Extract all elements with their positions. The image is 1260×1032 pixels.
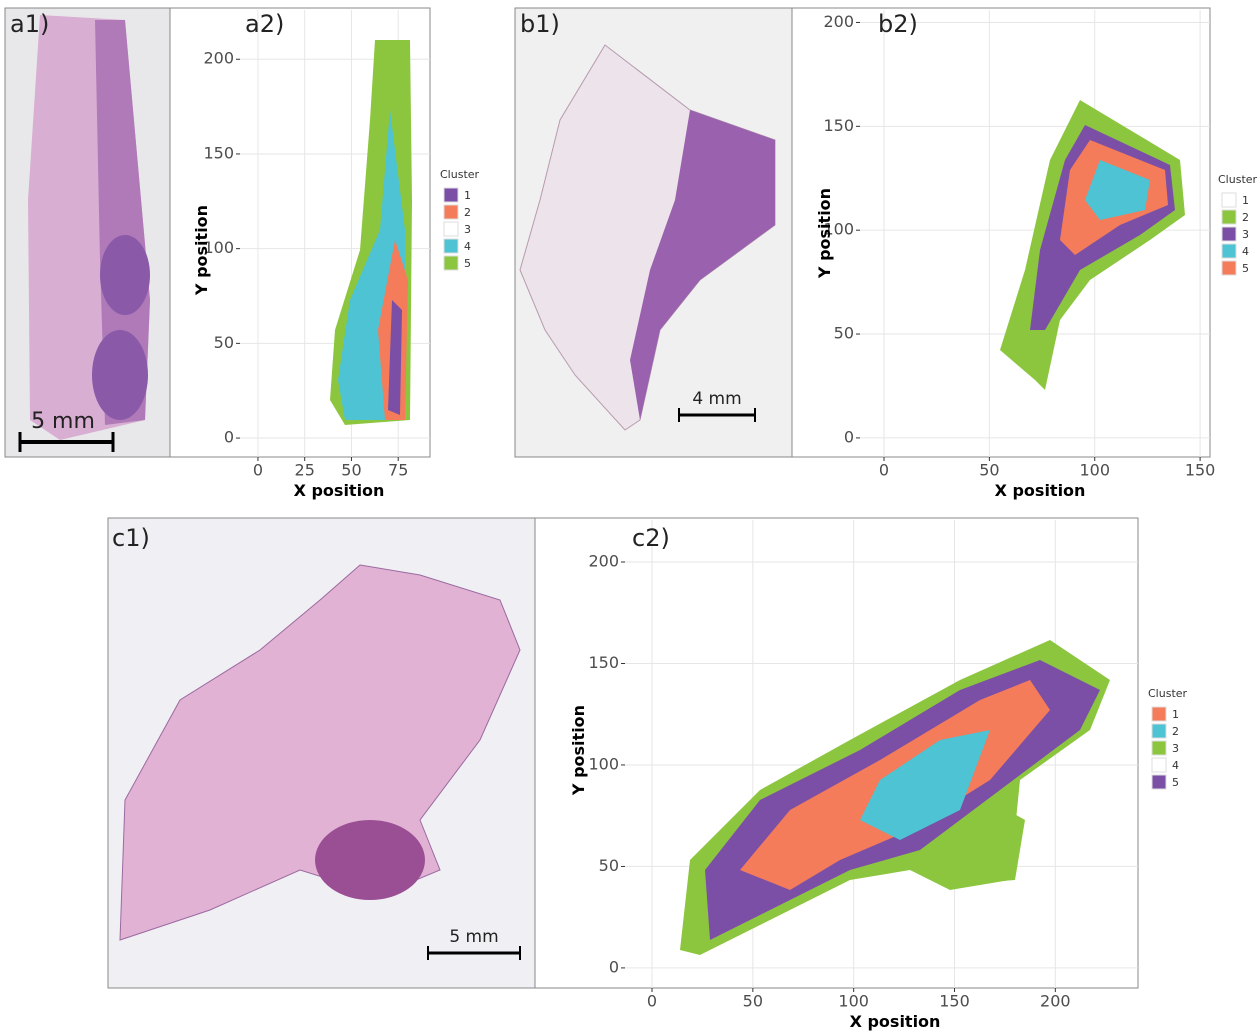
legend-swatch xyxy=(443,221,459,237)
cluster-region xyxy=(910,800,1025,885)
legend-label: 1 xyxy=(1172,708,1179,721)
x-tick-label: 150 xyxy=(1185,461,1216,480)
legend-label: 1 xyxy=(1242,194,1249,207)
legend-title: Cluster xyxy=(1148,687,1188,700)
tissue xyxy=(630,110,775,420)
legend-swatch xyxy=(443,255,459,271)
legend-swatch xyxy=(443,187,459,203)
panel-label: c1) xyxy=(112,524,150,552)
legend-swatch xyxy=(1221,192,1237,208)
tissue xyxy=(315,820,425,900)
legend-label: 1 xyxy=(464,189,471,202)
cluster-region xyxy=(388,300,402,415)
y-tick-label: 200 xyxy=(588,552,619,571)
x-tick-label: 50 xyxy=(743,992,763,1011)
legend-swatch xyxy=(443,238,459,254)
y-tick-label: 0 xyxy=(609,957,619,976)
legend-swatch xyxy=(1151,740,1167,756)
y-tick-label: 0 xyxy=(224,428,234,447)
legend-label: 5 xyxy=(1172,776,1179,789)
y-tick-label: 0 xyxy=(844,427,854,446)
tissue xyxy=(100,235,150,315)
y-tick-label: 50 xyxy=(599,856,619,875)
legend-label: 2 xyxy=(464,206,471,219)
panel-frame xyxy=(534,517,1139,989)
panel-frame xyxy=(791,7,1211,458)
x-tick-label: 200 xyxy=(1040,992,1071,1011)
legend-label: 5 xyxy=(464,257,471,270)
y-tick-label: 150 xyxy=(823,116,854,135)
x-tick-label: 25 xyxy=(295,461,315,480)
x-tick-label: 0 xyxy=(253,461,263,480)
legend-label: 3 xyxy=(1172,742,1179,755)
legend-label: 4 xyxy=(464,240,471,253)
y-tick-label: 200 xyxy=(203,49,234,68)
legend-swatch xyxy=(1221,243,1237,259)
y-axis-label: Y position xyxy=(192,205,211,296)
x-tick-label: 100 xyxy=(838,992,869,1011)
scale-bar-label: 4 mm xyxy=(692,389,741,409)
legend-label: 4 xyxy=(1242,245,1249,258)
y-axis-label: Y position xyxy=(569,705,588,796)
legend-swatch xyxy=(1221,226,1237,242)
y-tick-label: 100 xyxy=(823,220,854,239)
y-tick-label: 50 xyxy=(834,324,854,343)
y-tick-label: 100 xyxy=(203,238,234,257)
panel-label: a1) xyxy=(10,10,49,38)
scale-bar-label: 5 mm xyxy=(449,927,498,947)
x-tick-label: 50 xyxy=(341,461,361,480)
legend-label: 3 xyxy=(464,223,471,236)
legend-swatch xyxy=(443,204,459,220)
x-axis-label: X position xyxy=(294,481,385,500)
panel-label: b2) xyxy=(878,10,918,38)
legend-swatch xyxy=(1151,723,1167,739)
legend-title: Cluster xyxy=(440,168,480,181)
y-tick-label: 200 xyxy=(823,12,854,31)
cluster-region xyxy=(1085,160,1150,220)
panel-label: a2) xyxy=(245,10,284,38)
legend-label: 2 xyxy=(1172,725,1179,738)
x-tick-label: 0 xyxy=(647,992,657,1011)
x-axis-label: X position xyxy=(995,481,1086,500)
legend-label: 3 xyxy=(1242,228,1249,241)
y-tick-label: 100 xyxy=(588,754,619,773)
y-tick-label: 150 xyxy=(203,143,234,162)
x-tick-label: 150 xyxy=(939,992,970,1011)
x-tick-label: 50 xyxy=(979,461,999,480)
panel-label: c2) xyxy=(632,524,670,552)
legend-label: 2 xyxy=(1242,211,1249,224)
legend-swatch xyxy=(1221,260,1237,276)
legend-label: 5 xyxy=(1242,262,1249,275)
x-tick-label: 100 xyxy=(1079,461,1110,480)
legend-swatch xyxy=(1151,706,1167,722)
y-tick-label: 50 xyxy=(214,333,234,352)
legend-label: 4 xyxy=(1172,759,1179,772)
panel-frame xyxy=(169,7,431,458)
legend-swatch xyxy=(1151,757,1167,773)
panel-label: b1) xyxy=(520,10,560,38)
x-tick-label: 75 xyxy=(388,461,408,480)
x-axis-label: X position xyxy=(850,1012,941,1031)
legend-title: Cluster xyxy=(1218,173,1258,186)
cluster-region xyxy=(860,730,990,840)
y-axis-label: Y position xyxy=(815,188,834,279)
tissue xyxy=(92,330,148,420)
legend-swatch xyxy=(1221,209,1237,225)
scale-bar-label: 5 mm xyxy=(31,409,95,434)
y-tick-label: 150 xyxy=(588,653,619,672)
x-tick-label: 0 xyxy=(879,461,889,480)
legend-swatch xyxy=(1151,774,1167,790)
tissue xyxy=(95,20,150,425)
